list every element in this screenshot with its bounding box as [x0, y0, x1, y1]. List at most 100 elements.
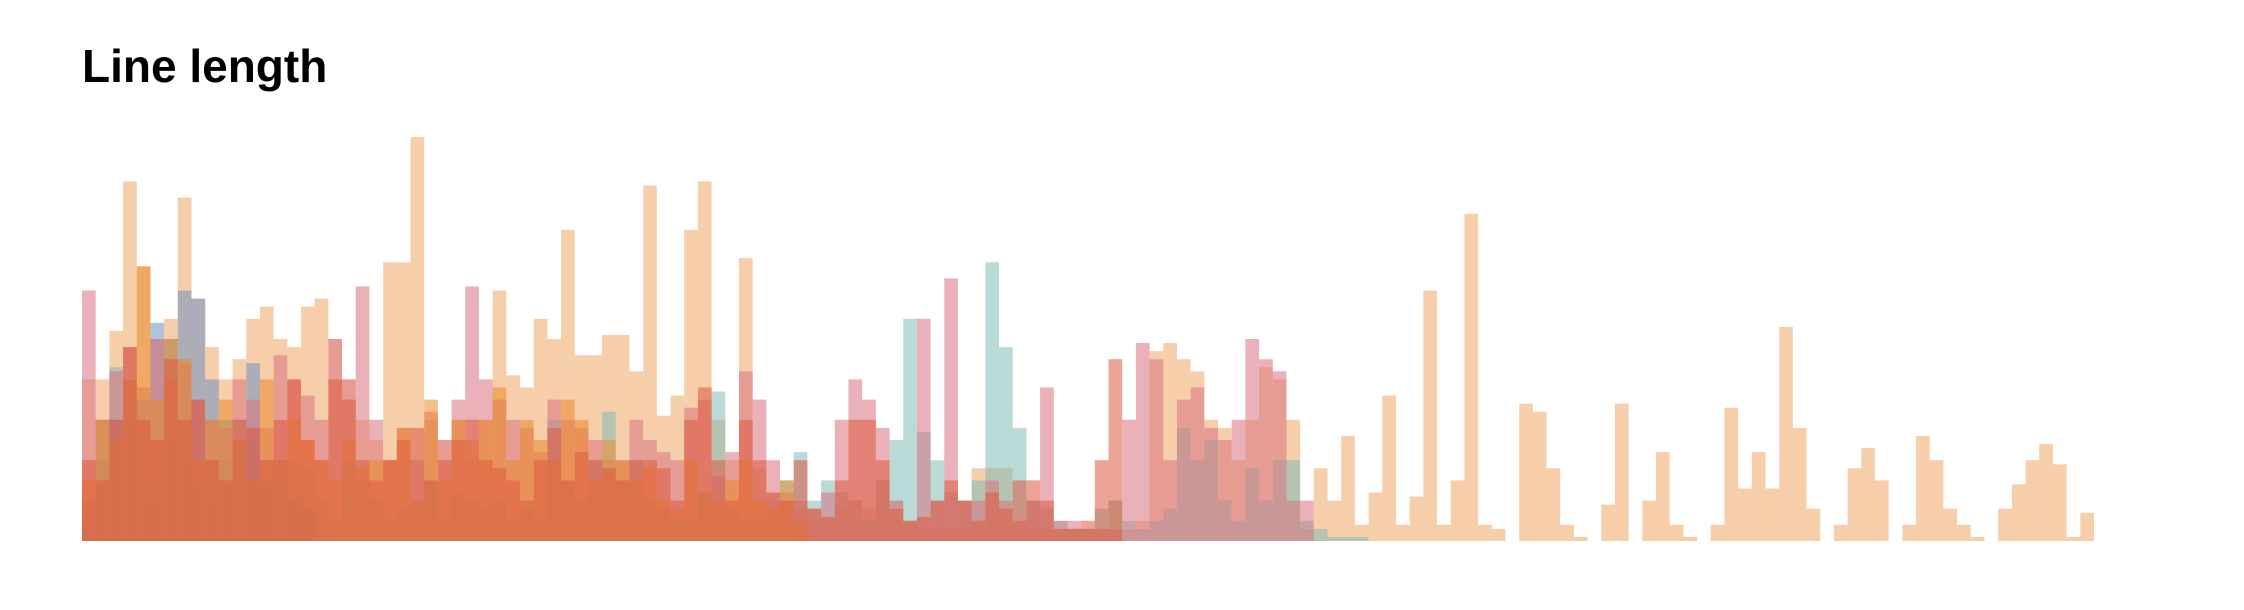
bar: [109, 419, 124, 541]
bar: [1176, 399, 1191, 541]
bar: [875, 460, 890, 541]
bar: [218, 480, 233, 541]
bar: [1341, 435, 1355, 541]
bar: [615, 480, 630, 541]
bar: [287, 379, 301, 541]
bar: [1040, 500, 1054, 541]
bar: [574, 452, 589, 541]
bar: [985, 492, 1000, 541]
bar: [1163, 460, 1177, 541]
bar: [1724, 407, 1739, 541]
bar: [1122, 419, 1136, 541]
bar: [1272, 371, 1287, 541]
bar: [1656, 452, 1670, 541]
bar: [1218, 440, 1232, 541]
bar: [1259, 359, 1273, 541]
bar: [1642, 500, 1657, 541]
bar: [916, 318, 931, 541]
bar: [999, 347, 1013, 541]
bar: [273, 419, 288, 541]
bar: [1094, 460, 1109, 541]
bar: [1327, 500, 1342, 541]
bar: [1395, 524, 1410, 541]
bar: [547, 427, 562, 541]
bar: [465, 419, 479, 541]
bar: [1409, 496, 1424, 541]
bar: [1902, 524, 1917, 541]
bar: [588, 460, 603, 541]
bar: [697, 387, 712, 541]
bar: [95, 480, 110, 541]
bar: [300, 440, 315, 541]
bar: [862, 419, 876, 541]
bar: [821, 516, 835, 541]
bar: [807, 508, 822, 541]
bar: [1532, 411, 1547, 541]
bar: [1519, 403, 1533, 541]
bar: [506, 480, 520, 541]
bar: [1450, 480, 1465, 541]
bar: [1300, 500, 1314, 541]
bar: [2039, 444, 2053, 541]
bar: [1204, 427, 1219, 541]
bar: [670, 500, 685, 541]
bar: [1382, 395, 1396, 541]
bar: [711, 460, 726, 541]
bar: [519, 500, 534, 541]
bar: [1614, 403, 1629, 541]
bar: [1751, 452, 1766, 541]
bar: [424, 480, 438, 541]
bar: [1135, 343, 1150, 541]
bar: [1998, 508, 2012, 541]
bar: [1286, 500, 1301, 541]
bar: [1875, 480, 1889, 541]
bar: [1847, 468, 1862, 541]
bar: [1792, 427, 1807, 541]
bar: [1833, 524, 1848, 541]
bar: [1560, 524, 1574, 541]
bar: [766, 492, 781, 541]
bar: [82, 460, 96, 541]
bar: [1341, 536, 1355, 541]
bar: [1108, 359, 1123, 541]
bar: [1464, 213, 1479, 541]
bar: [971, 520, 986, 541]
bar: [2052, 464, 2067, 541]
bar: [985, 262, 1000, 541]
bar: [1053, 528, 1068, 541]
bar: [1970, 536, 1985, 541]
bar: [150, 440, 165, 541]
bar: [643, 460, 657, 541]
bar: [2011, 484, 2026, 541]
bar: [1916, 435, 1930, 541]
bar: [1573, 536, 1588, 541]
bar: [1012, 480, 1027, 541]
bars: [82, 137, 2094, 542]
bar: [684, 419, 698, 541]
bar: [793, 460, 808, 541]
bar: [259, 460, 274, 541]
bar: [1957, 524, 1971, 541]
bar: [1779, 326, 1793, 541]
bar: [999, 508, 1013, 541]
bar: [1327, 536, 1342, 541]
bar: [1806, 508, 1821, 541]
bar: [410, 427, 425, 541]
bar: [1738, 488, 1752, 541]
bar: [2025, 460, 2040, 541]
bar: [1546, 468, 1561, 541]
bar: [205, 460, 219, 541]
bar: [752, 460, 767, 541]
bar: [136, 419, 151, 541]
bar: [1313, 468, 1328, 541]
bar: [1368, 492, 1383, 541]
bar: [1683, 536, 1698, 541]
bar: [123, 347, 137, 541]
bar: [177, 419, 192, 541]
bar: [1861, 448, 1876, 541]
bar: [314, 460, 329, 541]
bar: [629, 460, 644, 541]
bar: [1149, 359, 1164, 541]
bar: [1710, 524, 1725, 541]
bar: [1190, 387, 1205, 541]
